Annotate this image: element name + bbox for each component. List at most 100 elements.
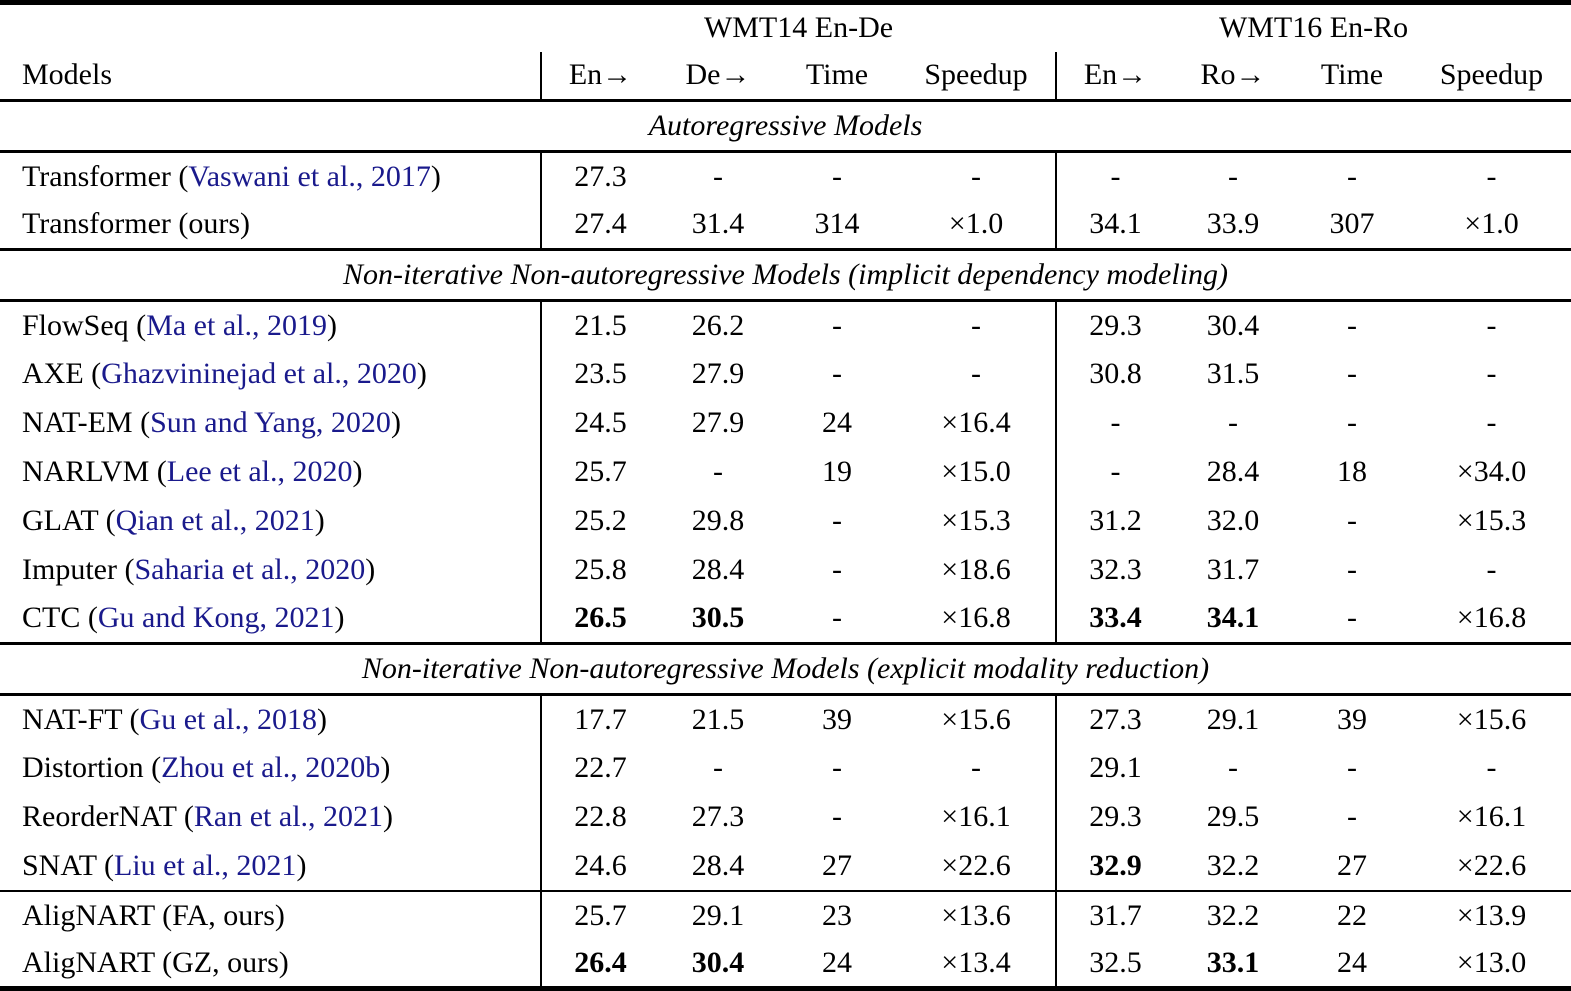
col-header-ende-en: En→ <box>540 51 659 102</box>
cell-ende-3: ×22.6 <box>941 848 1011 882</box>
citation-link[interactable]: Ghazvininejad et al., 2020 <box>101 357 417 390</box>
cell-enro-1: 32.0 <box>1206 504 1260 537</box>
citation-link[interactable]: Ran et al., 2021 <box>193 800 384 833</box>
cell-ende-1: - <box>713 751 723 784</box>
cell-ende-2: - <box>832 800 842 833</box>
cell-enro-1: 31.7 <box>1206 553 1260 586</box>
citation-link[interactable]: Gu and Kong, 2021 <box>97 601 335 635</box>
cell-ende-3: ×16.1 <box>941 800 1011 833</box>
model-name-text: AligNART (GZ, ours) <box>22 945 289 979</box>
cell-ende-0: 17.7 <box>540 694 659 744</box>
citation-link[interactable]: Liu et al., 2021 <box>113 848 297 882</box>
cell-enro-1: 33.9 <box>1206 207 1260 241</box>
cell-ende-0: 25.7 <box>540 889 659 940</box>
cell-ende-0: 27.3 <box>540 151 659 201</box>
cell-ende-2: 24 <box>822 406 852 439</box>
cell-ende-0: 25.7 <box>540 447 659 497</box>
section-header-row: Non-iterative Non-autoregressive Models … <box>0 248 1571 302</box>
table-row: NAT-EM (Sun and Yang, 2020) 24.5 27.9 24 ×16… <box>0 398 1571 448</box>
cell-enro-3: ×16.1 <box>1456 800 1527 833</box>
model-name-text: ) <box>383 800 394 833</box>
cell-ende-2: - <box>832 357 842 390</box>
table-row: Transformer (Vaswani et al., 2017) 27.3 - -… <box>0 151 1571 201</box>
model-name: Imputer (Saharia et al., 2020) <box>0 546 541 595</box>
cell-enro-1: 32.2 <box>1206 848 1260 882</box>
cell-ende-0: 22.7 <box>540 743 659 793</box>
cell-enro-1: 29.5 <box>1206 800 1260 833</box>
citation-link[interactable]: Saharia et al., 2020 <box>134 553 366 586</box>
table-row: Distortion (Zhou et al., 2020b) 22.7- - -29… <box>0 743 1571 793</box>
model-name-text: ) <box>365 553 376 586</box>
col-header-ende-speedup: Speedup <box>897 51 1056 102</box>
model-name-text: AligNART (FA, ours) <box>22 898 285 932</box>
cell-enro-0: 33.4 <box>1055 594 1174 644</box>
cell-enro-0: - <box>1055 151 1174 201</box>
models-column-header: Models <box>0 51 541 102</box>
cell-ende-3: - <box>971 357 981 390</box>
cell-ende-3: ×1.0 <box>948 207 1004 241</box>
cell-ende-2: 314 <box>814 207 860 241</box>
table-row: AligNART (GZ, ours) 26.4 30.4 24 ×13.4 32.5 33… <box>0 939 1571 989</box>
cell-ende-2: - <box>832 159 842 193</box>
model-name-text: GLAT ( <box>22 504 116 537</box>
model-name: Transformer (Vaswani et al., 2017) <box>0 152 541 201</box>
model-name: FlowSeq (Ma et al., 2019) <box>0 301 541 350</box>
cell-ende-1: 27.9 <box>691 406 745 439</box>
citation-link[interactable]: Qian et al., 2021 <box>115 504 315 537</box>
cell-enro-2: - <box>1347 159 1357 193</box>
cell-enro-2: - <box>1347 406 1357 439</box>
model-name-text: Transformer (ours) <box>22 207 251 241</box>
citation-link[interactable]: Sun and Yang, 2020 <box>150 406 391 439</box>
cell-ende-2: - <box>832 751 842 784</box>
cell-ende-2: 19 <box>822 455 852 488</box>
col-header-enro-en: En→ <box>1055 51 1174 102</box>
model-name-text: ) <box>334 601 345 635</box>
table-row: CTC (Gu and Kong, 2021) 26.5 30.5- ×16.8 33.… <box>0 594 1571 644</box>
cell-ende-2: 27 <box>822 848 852 882</box>
cell-enro-2: - <box>1347 800 1357 833</box>
cell-ende-1: 27.9 <box>691 357 745 390</box>
model-name-text: ) <box>430 159 441 193</box>
cell-enro-3: ×16.8 <box>1456 601 1527 635</box>
table-row: NAT-FT (Gu et al., 2018) 17.7 21.5 39 ×15.6 2… <box>0 694 1571 744</box>
cell-enro-2: 39 <box>1337 702 1367 736</box>
model-name-text: ReorderNAT ( <box>22 800 194 833</box>
cell-enro-1: 28.4 <box>1206 455 1260 488</box>
cell-enro-0: 30.8 <box>1055 349 1174 399</box>
cell-ende-0: 21.5 <box>540 300 659 350</box>
citation-link[interactable]: Gu et al., 2018 <box>139 702 317 736</box>
citation-link[interactable]: Ma et al., 2019 <box>146 308 327 342</box>
section-title: Non-iterative Non-autoregressive Models … <box>0 248 1571 302</box>
col-header-enro-ro: Ro→ <box>1174 51 1292 102</box>
cell-ende-3: - <box>971 751 981 784</box>
cell-ende-3: ×15.0 <box>941 455 1011 488</box>
model-name: SNAT (Liu et al., 2021) <box>0 842 541 891</box>
cell-ende-3: ×16.4 <box>941 406 1011 439</box>
cell-enro-3: - <box>1486 751 1497 784</box>
cell-ende-2: 24 <box>822 945 852 979</box>
cell-ende-3: ×13.4 <box>941 945 1011 979</box>
cell-enro-3: - <box>1486 406 1497 439</box>
citation-link[interactable]: Zhou et al., 2020b <box>161 751 381 784</box>
cell-ende-2: 39 <box>822 702 852 736</box>
citation-link[interactable]: Lee et al., 2020 <box>166 455 353 488</box>
cell-ende-2: - <box>832 308 842 342</box>
cell-enro-0: 31.7 <box>1055 889 1174 940</box>
cell-ende-1: 30.5 <box>691 601 745 635</box>
section-header-row: Non-iterative Non-autoregressive Models … <box>0 642 1571 696</box>
cell-ende-1: 27.3 <box>691 800 745 833</box>
cell-enro-3: - <box>1486 159 1497 193</box>
cell-enro-3: ×15.6 <box>1456 702 1527 736</box>
cell-enro-1: 30.4 <box>1206 308 1260 342</box>
cell-ende-2: - <box>832 601 842 635</box>
table-row: Imputer (Saharia et al., 2020) 25.8 28.4- ×… <box>0 545 1571 595</box>
model-name: AligNART (FA, ours) <box>0 889 541 940</box>
cell-ende-2: - <box>832 504 842 537</box>
cell-ende-3: ×15.3 <box>941 504 1011 537</box>
cell-enro-0: 32.3 <box>1055 545 1174 595</box>
col-header-ende-de: De→ <box>659 51 777 102</box>
citation-link[interactable]: Vaswani et al., 2017 <box>188 159 431 193</box>
cell-enro-0: 32.5 <box>1055 939 1174 989</box>
cell-enro-3: ×34.0 <box>1456 455 1527 488</box>
